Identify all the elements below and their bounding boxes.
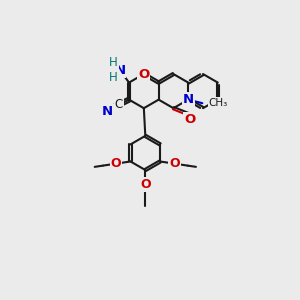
Text: CH₃: CH₃ (208, 98, 227, 108)
Text: O: O (140, 178, 151, 191)
Text: O: O (169, 157, 180, 170)
Text: O: O (184, 113, 196, 126)
Text: O: O (138, 68, 149, 80)
Text: H: H (109, 71, 118, 84)
Text: N: N (183, 93, 194, 106)
Text: N: N (102, 105, 113, 118)
Text: N: N (114, 64, 125, 77)
Text: H: H (109, 56, 118, 70)
Text: O: O (111, 157, 121, 170)
Text: C: C (115, 98, 123, 111)
